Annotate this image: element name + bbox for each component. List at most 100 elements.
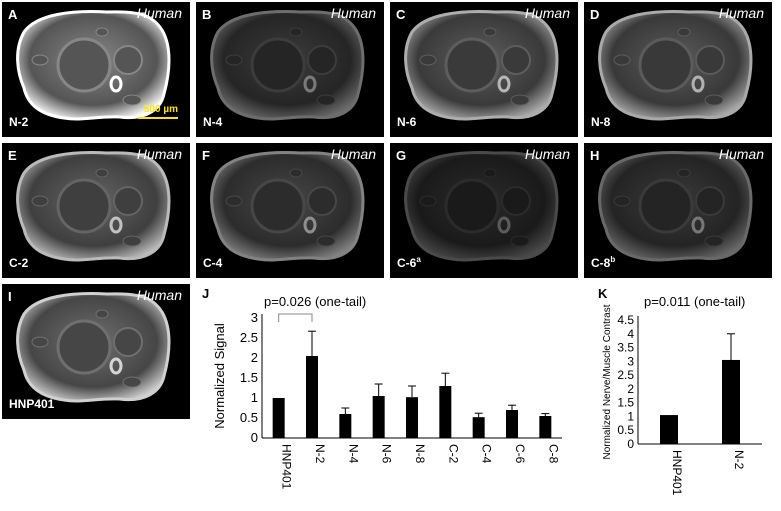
bar	[472, 417, 485, 438]
bar	[539, 416, 552, 438]
y-tick-label: 2.5	[617, 368, 634, 382]
bar	[722, 359, 740, 444]
small-fascicle	[113, 327, 143, 357]
panel-b: B Human N-4	[196, 2, 384, 137]
x-tick-label: N-8	[413, 444, 427, 464]
y-tick-label: 3	[627, 354, 634, 368]
panel-letter: D	[590, 7, 600, 22]
nerve-fascicle	[638, 178, 694, 234]
panel-letter: B	[202, 7, 212, 22]
small-fascicle	[501, 186, 531, 216]
fat-pocket	[31, 336, 49, 348]
tissue-image	[16, 292, 171, 403]
panel-e: E Human C-2	[2, 143, 190, 278]
chart-j: 0 0.5 1 1.5 2 2.5 3 HNP401 N-2 N-4 N-6 N-8 C-2 C-4 C-6…	[200, 284, 572, 506]
x-tick-label: C-6	[513, 444, 527, 464]
nerve-fascicle	[250, 37, 306, 93]
fat-pocket	[122, 235, 142, 247]
x-tick-label: HNP401	[280, 444, 294, 490]
fat-pocket	[510, 94, 530, 106]
p-value-annotation: p=0.011 (one-tail)	[644, 294, 745, 309]
panel-letter-j: J	[202, 286, 210, 301]
condition-label: C-4	[203, 256, 223, 270]
y-tick-label: 1	[627, 409, 634, 423]
fat-pocket	[677, 168, 691, 178]
panel-letter: C	[396, 7, 406, 22]
x-tick-label: C-2	[446, 444, 460, 464]
species-label: Human	[136, 146, 182, 162]
y-tick-label: 4.5	[617, 313, 634, 327]
bar-chart: 00.511.522.533.544.5 HNP401 N-2 Normalized …	[602, 294, 762, 496]
y-tick-label: 1	[251, 390, 258, 405]
panel-letter-k: K	[598, 286, 608, 301]
x-tick-label: C-8	[546, 444, 560, 464]
x-tick-label: N-6	[380, 444, 394, 464]
nerve-fascicle	[638, 37, 694, 93]
y-axis-label: Normalized Signal	[212, 323, 227, 429]
species-label: Human	[718, 146, 764, 162]
fat-pocket	[289, 27, 303, 37]
vessel	[109, 357, 123, 375]
fat-pocket	[613, 54, 631, 66]
species-label: Human	[136, 287, 182, 303]
panel-letter: I	[8, 289, 12, 304]
panel-g: G Human C-6a	[390, 143, 578, 278]
bar	[339, 414, 352, 438]
panel-letter: H	[590, 148, 600, 163]
tissue-image	[210, 151, 365, 262]
nerve-fascicle	[56, 178, 112, 234]
panel-i: I Human HNP401	[2, 284, 190, 419]
fat-pocket	[122, 94, 142, 106]
vessel	[303, 75, 317, 93]
panel-letter: G	[396, 148, 407, 163]
condition-label: HNP401	[9, 397, 55, 411]
species-label: Human	[136, 5, 182, 21]
fat-pocket	[483, 27, 497, 37]
bar	[660, 415, 678, 444]
bar	[406, 397, 418, 438]
small-fascicle	[307, 45, 337, 75]
scale-bar-label: 500 µm	[143, 104, 178, 115]
condition-label: N-4	[203, 115, 223, 129]
small-fascicle	[307, 186, 337, 216]
fat-pocket	[225, 54, 243, 66]
small-fascicle	[501, 45, 531, 75]
fat-pocket	[95, 168, 109, 178]
bar	[306, 356, 318, 438]
vessel	[691, 216, 705, 234]
tissue-image	[404, 151, 559, 262]
panel-c: C Human N-6	[390, 2, 578, 137]
vessel	[691, 75, 705, 93]
fat-pocket	[704, 94, 724, 106]
nerve-fascicle	[56, 37, 112, 93]
p-value-annotation: p=0.026 (one-tail)	[264, 294, 366, 309]
condition-label: C-8b	[591, 255, 616, 270]
panel-h: H Human C-8b	[584, 143, 772, 278]
tissue-image	[16, 151, 171, 262]
vessel	[109, 75, 123, 93]
condition-label: N-2	[9, 115, 29, 129]
y-tick-label: 1.5	[617, 396, 634, 410]
tissue-image	[210, 10, 365, 121]
panel-d: D Human N-8	[584, 2, 772, 137]
species-label: Human	[524, 5, 570, 21]
y-tick-label: 3	[251, 310, 258, 325]
nerve-fascicle	[444, 37, 500, 93]
y-tick-label: 2	[627, 382, 634, 396]
y-tick-label: 2.5	[240, 330, 258, 345]
small-fascicle	[113, 45, 143, 75]
fat-pocket	[483, 168, 497, 178]
fat-pocket	[289, 168, 303, 178]
y-tick-label: 1.5	[240, 370, 258, 385]
y-tick-label: 0	[627, 437, 634, 451]
y-tick-label: 3.5	[617, 341, 634, 355]
bar	[506, 410, 518, 438]
fat-pocket	[510, 235, 530, 247]
y-tick-label: 0.5	[617, 423, 634, 437]
panel-letter: F	[202, 148, 210, 163]
x-tick-label: HNP401	[670, 450, 684, 496]
tissue-image	[598, 10, 753, 121]
fat-pocket	[95, 27, 109, 37]
fat-pocket	[316, 94, 336, 106]
fat-pocket	[316, 235, 336, 247]
